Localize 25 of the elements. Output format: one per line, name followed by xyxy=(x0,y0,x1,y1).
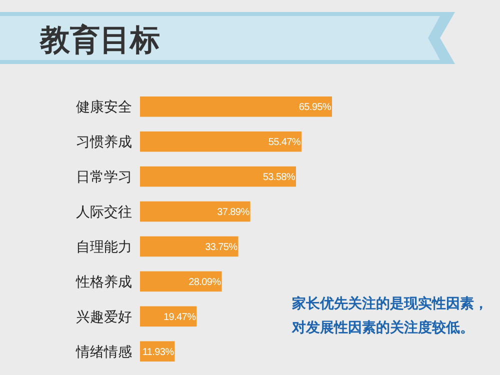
data-label: 65.95% xyxy=(298,102,332,114)
y-tick-label: 兴趣爱好 xyxy=(76,309,132,326)
y-tick-label: 健康安全 xyxy=(76,100,132,116)
bar xyxy=(140,271,222,292)
bar xyxy=(140,96,332,117)
data-label: 53.58% xyxy=(262,172,296,184)
annotation: 家长优先关注的是现实性因素， xyxy=(291,295,488,312)
annotation: 对发展性因素的关注度较低。 xyxy=(291,319,474,336)
y-tick-label: 习惯养成 xyxy=(76,134,132,150)
y-tick-label: 人际交往 xyxy=(76,204,132,220)
data-label: 28.09% xyxy=(188,276,222,288)
bar xyxy=(140,201,250,222)
chart-title: 教育目标 xyxy=(39,23,160,58)
data-label: 11.93% xyxy=(142,346,174,358)
y-tick-label: 自理能力 xyxy=(76,239,132,256)
bar xyxy=(140,131,302,152)
bar xyxy=(140,236,238,257)
y-tick-label: 情绪情感 xyxy=(75,344,132,360)
y-tick-label: 日常学习 xyxy=(76,169,132,186)
data-label: 55.47% xyxy=(268,137,301,148)
bar xyxy=(140,166,296,187)
data-label: 33.75% xyxy=(205,242,238,253)
y-tick-label: 性格养成 xyxy=(75,274,132,290)
data-label: 37.89% xyxy=(217,207,250,218)
data-label: 19.47% xyxy=(164,312,196,323)
